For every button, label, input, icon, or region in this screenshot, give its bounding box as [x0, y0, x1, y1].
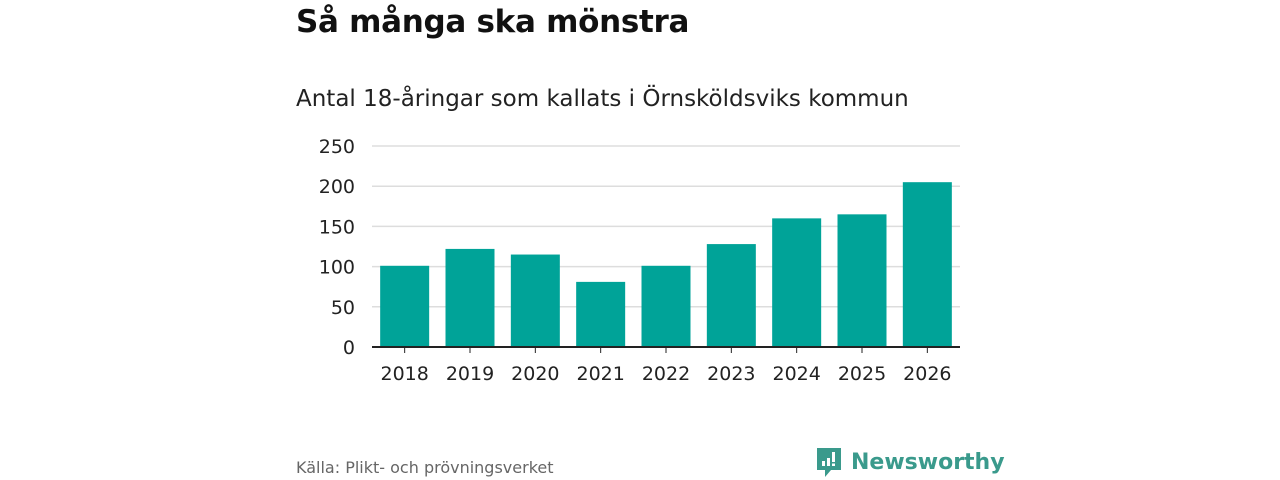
bar [902, 182, 952, 347]
y-tick-label: 250 [319, 136, 355, 158]
bar [772, 218, 822, 347]
bar [576, 281, 626, 347]
source-note: Källa: Plikt- och prövningsverket [296, 458, 554, 477]
y-tick-label: 150 [319, 216, 355, 238]
x-tick-label: 2020 [511, 363, 559, 385]
x-tick-label: 2019 [446, 363, 494, 385]
bar [380, 265, 430, 347]
x-tick-label: 2022 [642, 363, 690, 385]
chart-subtitle: Antal 18-åringar som kallats i Örnskölds… [296, 86, 909, 112]
bar [641, 265, 691, 347]
newsworthy-logo-icon [817, 448, 841, 477]
x-tick-label: 2026 [903, 363, 951, 385]
newsworthy-logo[interactable]: Newsworthy [815, 446, 1005, 478]
chart-title: Så många ska mönstra [296, 4, 690, 40]
x-tick-label: 2021 [576, 363, 624, 385]
y-tick-label: 50 [331, 297, 355, 319]
bar [706, 244, 756, 347]
bar [445, 248, 495, 347]
bar [837, 214, 887, 347]
y-tick-label: 100 [319, 257, 355, 279]
x-tick-label: 2025 [838, 363, 886, 385]
x-tick-label: 2023 [707, 363, 755, 385]
brand-name: Newsworthy [851, 449, 1005, 475]
y-tick-label: 0 [343, 337, 355, 359]
y-tick-label: 200 [319, 176, 355, 198]
x-tick-label: 2024 [772, 363, 820, 385]
x-tick-label: 2018 [380, 363, 428, 385]
bar [510, 254, 560, 347]
